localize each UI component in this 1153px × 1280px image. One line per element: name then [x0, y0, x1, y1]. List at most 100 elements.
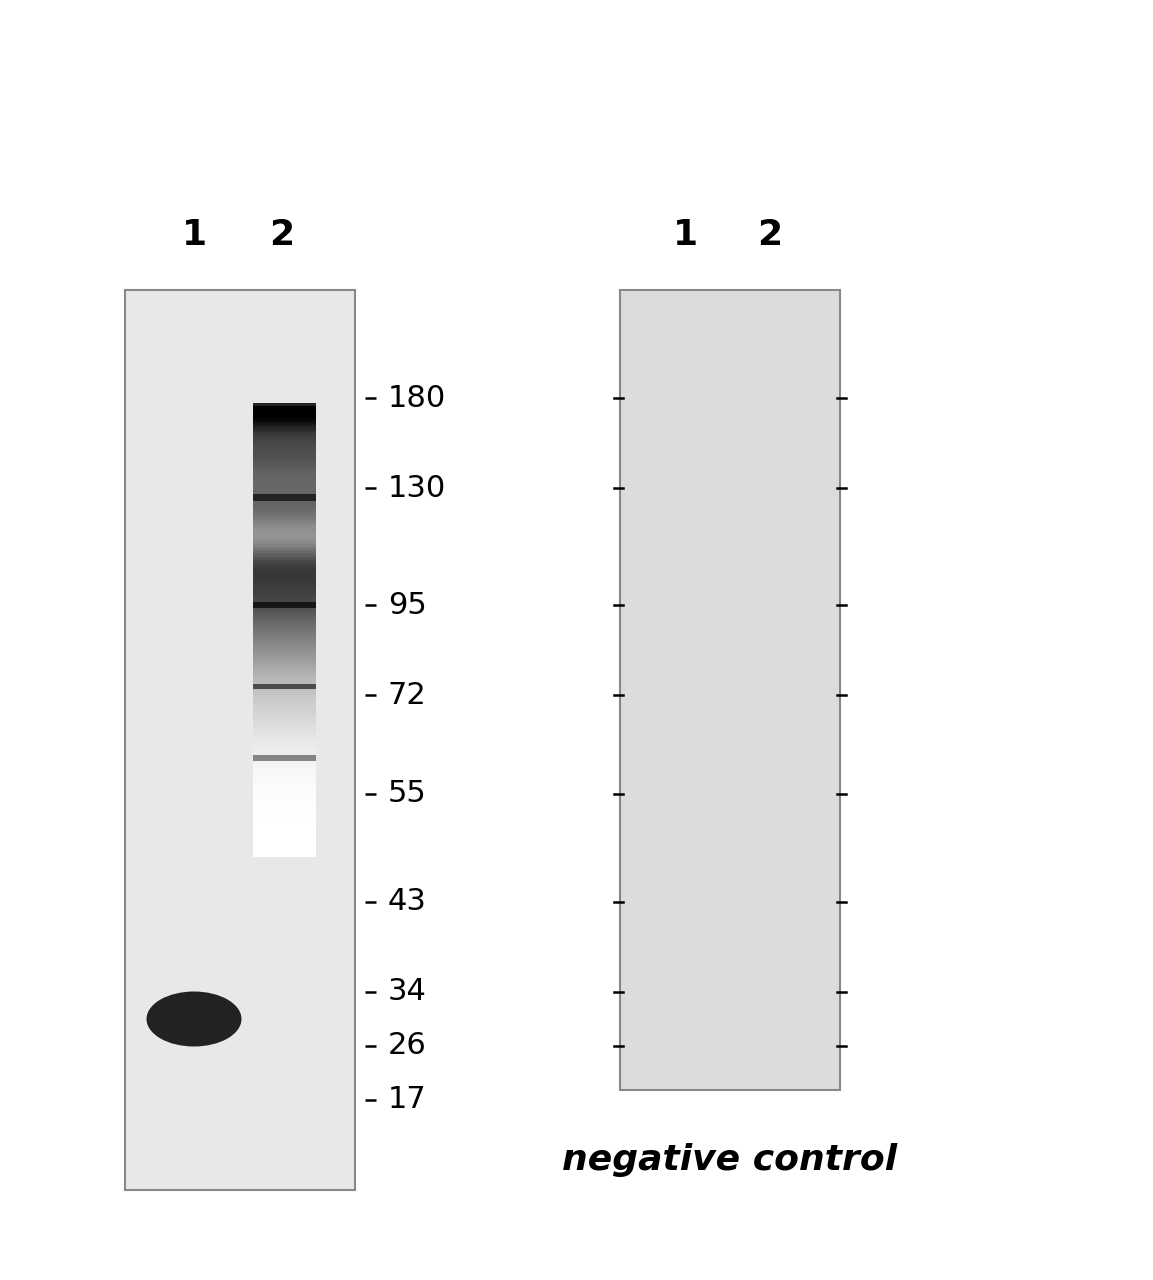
- Bar: [254, 412, 316, 416]
- Bar: [254, 460, 316, 463]
- Bar: [254, 548, 316, 550]
- Bar: [254, 453, 316, 457]
- Bar: [254, 634, 316, 636]
- Bar: [254, 682, 316, 686]
- Bar: [254, 712, 316, 716]
- Bar: [254, 809, 316, 812]
- Bar: [254, 440, 316, 443]
- Bar: [254, 804, 316, 808]
- Bar: [254, 663, 316, 666]
- Bar: [254, 764, 316, 767]
- Bar: [254, 794, 316, 796]
- Bar: [254, 730, 316, 733]
- Bar: [254, 684, 316, 689]
- Bar: [254, 474, 316, 476]
- Bar: [254, 748, 316, 751]
- Bar: [254, 471, 316, 475]
- Bar: [254, 836, 316, 838]
- Text: 43: 43: [389, 887, 427, 916]
- Bar: [254, 824, 316, 828]
- Bar: [254, 581, 316, 585]
- Bar: [254, 525, 316, 529]
- Bar: [254, 640, 316, 644]
- Text: 34: 34: [389, 978, 427, 1006]
- Bar: [254, 687, 316, 690]
- Bar: [254, 765, 316, 769]
- Text: 17: 17: [389, 1085, 427, 1115]
- Bar: [254, 721, 316, 724]
- Bar: [254, 649, 316, 653]
- Bar: [254, 613, 316, 616]
- Bar: [254, 572, 316, 576]
- Bar: [254, 714, 316, 718]
- Bar: [254, 527, 316, 531]
- Bar: [254, 485, 316, 488]
- Bar: [254, 622, 316, 625]
- Text: 180: 180: [389, 384, 446, 412]
- Bar: [254, 854, 316, 858]
- Bar: [254, 803, 316, 805]
- Bar: [254, 516, 316, 520]
- Bar: [254, 818, 316, 820]
- Text: 1: 1: [181, 218, 206, 252]
- Bar: [620, 291, 841, 1091]
- Bar: [254, 750, 316, 754]
- Bar: [254, 800, 316, 803]
- Bar: [254, 415, 316, 419]
- Bar: [254, 791, 316, 794]
- Bar: [254, 500, 316, 504]
- Bar: [254, 658, 316, 662]
- Bar: [254, 559, 316, 562]
- Bar: [254, 717, 316, 719]
- Bar: [254, 515, 316, 517]
- Bar: [254, 616, 316, 618]
- Bar: [254, 851, 316, 855]
- Bar: [254, 646, 316, 650]
- Bar: [254, 759, 316, 763]
- Ellipse shape: [146, 992, 241, 1047]
- Bar: [254, 557, 316, 561]
- Bar: [254, 420, 316, 422]
- Bar: [254, 708, 316, 710]
- Bar: [254, 664, 316, 668]
- Bar: [254, 833, 316, 837]
- Bar: [254, 773, 316, 776]
- Bar: [254, 669, 316, 672]
- Bar: [254, 739, 316, 742]
- Bar: [254, 620, 316, 623]
- Bar: [254, 604, 316, 607]
- Bar: [254, 780, 316, 783]
- Bar: [254, 681, 316, 684]
- Bar: [254, 539, 316, 541]
- Bar: [254, 602, 316, 605]
- Bar: [254, 518, 316, 522]
- Bar: [254, 628, 316, 632]
- Text: 55: 55: [389, 780, 427, 809]
- Bar: [254, 655, 316, 659]
- Bar: [254, 550, 316, 553]
- Text: negative control: negative control: [563, 1143, 897, 1178]
- Bar: [254, 507, 316, 511]
- Bar: [254, 842, 316, 846]
- Bar: [254, 672, 316, 675]
- Bar: [254, 512, 316, 515]
- Bar: [254, 678, 316, 681]
- Bar: [254, 536, 316, 540]
- Bar: [254, 424, 316, 428]
- Bar: [254, 593, 316, 596]
- Bar: [254, 586, 316, 589]
- Bar: [254, 431, 316, 434]
- Bar: [254, 777, 316, 781]
- Bar: [254, 847, 316, 850]
- Bar: [254, 534, 316, 538]
- Bar: [254, 584, 316, 588]
- Bar: [254, 577, 316, 580]
- Bar: [254, 719, 316, 722]
- Bar: [254, 566, 316, 570]
- Bar: [254, 827, 316, 829]
- Bar: [254, 403, 316, 411]
- Bar: [254, 822, 316, 826]
- Bar: [254, 467, 316, 470]
- Text: 26: 26: [389, 1032, 427, 1061]
- Bar: [254, 477, 316, 481]
